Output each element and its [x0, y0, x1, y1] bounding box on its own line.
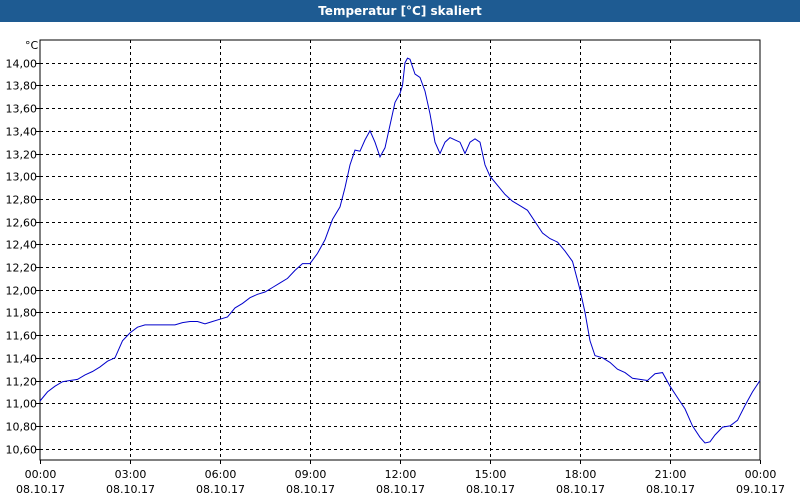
y-tick-label: 11,20 — [6, 376, 38, 389]
y-unit-label: °C — [25, 39, 39, 52]
y-tick-label: 12,60 — [6, 217, 38, 230]
x-tick-date-label: 08.10.17 — [106, 483, 155, 496]
x-tick-time-label: 12:00 — [385, 468, 417, 481]
y-tick-label: 11,60 — [6, 330, 38, 343]
y-tick-label: 11,80 — [6, 307, 38, 320]
x-tick-date-label: 08.10.17 — [286, 483, 335, 496]
x-tick-time-label: 18:00 — [565, 468, 597, 481]
y-tick-label: 10,60 — [6, 444, 38, 457]
x-tick-date-label: 08.10.17 — [556, 483, 605, 496]
y-tick-label: 14,00 — [6, 58, 38, 71]
x-tick-time-label: 09:00 — [295, 468, 327, 481]
y-tick-label: 13,00 — [6, 171, 38, 184]
x-tick-time-label: 06:00 — [205, 468, 237, 481]
y-tick-label: 13,20 — [6, 149, 38, 162]
x-tick-date-label: 09.10.17 — [736, 483, 785, 496]
x-tick-time-label: 15:00 — [475, 468, 507, 481]
x-tick-time-label: 00:00 — [25, 468, 57, 481]
x-tick-date-label: 08.10.17 — [196, 483, 245, 496]
line-chart: °C 14,00 13,80 13,60 13,40 13,20 13,00 12,80 12… — [6, 39, 785, 496]
y-tick-label: 10,80 — [6, 421, 38, 434]
y-tick-label: 13,40 — [6, 126, 38, 139]
y-tick-label: 11,40 — [6, 353, 38, 366]
x-tick-date-label: 08.10.17 — [376, 483, 425, 496]
y-tick-label: 13,60 — [6, 103, 38, 116]
x-tick-time-label: 00:00 — [745, 468, 777, 481]
chart-area: °C 14,00 13,80 13,60 13,40 13,20 13,00 12,80 12… — [0, 22, 800, 500]
x-tick-time-label: 21:00 — [655, 468, 687, 481]
chart-title: Temperatur [°C] skaliert — [0, 0, 800, 22]
y-tick-label: 13,80 — [6, 80, 38, 93]
x-tick-time-label: 03:00 — [115, 468, 147, 481]
y-tick-label: 12,80 — [6, 194, 38, 207]
y-tick-label: 11,00 — [6, 398, 38, 411]
x-tick-date-label: 08.10.17 — [466, 483, 515, 496]
y-tick-label: 12,40 — [6, 239, 38, 252]
x-tick-date-label: 08.10.17 — [646, 483, 695, 496]
y-tick-label: 12,00 — [6, 285, 38, 298]
temperature-series-line — [39, 57, 761, 444]
y-tick-label: 12,20 — [6, 262, 38, 275]
x-tick-date-label: 08.10.17 — [16, 483, 65, 496]
